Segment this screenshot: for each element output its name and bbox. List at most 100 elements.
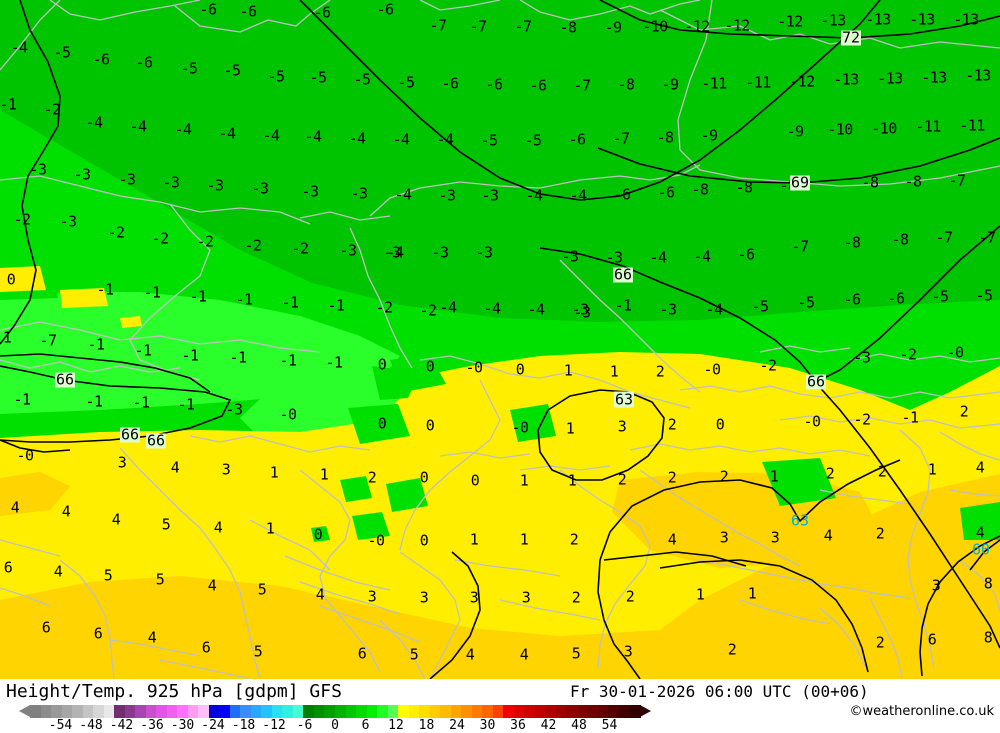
temperature-value-label: 0 [419,468,429,487]
temperature-value-label: 4 [111,510,121,529]
temperature-value-label: -9 [786,122,804,141]
color-swatch [356,705,368,718]
color-swatch [471,705,483,718]
color-swatch [366,705,378,718]
temperature-value-label: -6 [376,0,394,19]
temperature-value-label: -4 [525,186,543,205]
temperature-value-label: -3 [59,212,77,231]
color-scale-tick-label: 36 [510,718,526,733]
weather-map-canvas[interactable]: -6 -6 -6 -6 -7 -7 -7 -8 -9 -10 -12 -12 -12 -13 -13 -13-… [0,0,1000,679]
temperature-value-label: 0 [313,525,323,544]
color-swatch [282,705,294,718]
temperature-value-label: -1 [87,335,105,354]
temperature-value-label: 2 [655,362,665,381]
temperature-value-label: -6 [568,130,586,149]
temperature-value-label: 2 [667,468,677,487]
color-swatch [30,705,42,718]
color-swatch [145,705,157,718]
temperature-value-label: -3 [301,182,319,201]
color-swatch [124,705,136,718]
temperature-value-label: 5 [155,570,165,589]
temperature-value-label: -1 [181,346,199,365]
color-swatch [271,705,283,718]
color-swatch [166,705,178,718]
temperature-value-label: 4 [975,458,985,477]
temperature-value-label: 2 [875,524,885,543]
temperature-value-label: -2 [291,239,309,258]
temperature-value-label: -3 [438,186,456,205]
height-contour-layer [0,0,1000,679]
temperature-value-label: -8 [735,178,753,197]
color-scale-tick-label: -36 [140,718,164,733]
color-swatch [440,705,452,718]
temperature-value-label: -4 [483,299,501,318]
temperature-value-label: 1 [469,530,479,549]
contour-69-diag [299,0,881,201]
height-contour-label: 66 [54,370,76,389]
color-swatch [629,705,641,718]
temperature-value-label: -13 [953,10,979,29]
contour-63-tail [603,551,747,567]
map-graphics-layer [0,0,1000,679]
color-scale-tick-label: 18 [418,718,435,733]
temperature-value-label: 2 [667,415,677,434]
copyright-notice: ©weatheronline.co.uk [849,704,994,719]
temp-small-yellow-islands [0,266,142,328]
temperature-value-label: -8 [904,172,922,191]
temperature-value-label: -3 [73,165,91,184]
temperature-value-label: -11 [915,117,941,136]
contour-60 [919,535,1000,677]
color-scale-tick-label: -54 [48,718,73,733]
temperature-value-label: -2 [853,410,871,429]
temperature-value-label: -1 [235,290,253,309]
temperature-value-label: -4 [569,186,587,205]
temperature-value-label: -7 [948,171,966,190]
color-swatch [618,705,631,718]
color-swatch [429,705,441,718]
temperature-value-label: -2 [196,232,214,251]
temperature-value-label: -4 [693,247,711,266]
temperature-value-label: -1 [96,280,114,299]
color-swatch [534,705,546,718]
temperature-value-label: 5 [253,642,263,661]
temperature-value-label: -4 [85,113,103,132]
temperature-value-label: -4 [174,120,192,139]
temperature-value-label: -6 [313,3,331,22]
temperature-value-label: 1 [609,362,619,381]
color-swatch [419,705,431,718]
temperature-value-label: 0 [715,415,725,434]
color-scale-tick-label: -24 [201,718,225,733]
temperature-value-label: -6 [92,50,110,69]
temperature-value-label: -11 [745,73,771,92]
temperature-value-label: 3 [617,417,627,436]
temperature-value-label: -3 [350,184,368,203]
temperature-value-label: -3 [475,243,493,262]
temperature-value-label: -10 [642,17,668,36]
color-swatch [566,705,578,718]
temperature-value-label: -3 [383,243,401,262]
temperature-value-label: -1 [325,353,343,372]
temperature-value-label: -8 [691,180,709,199]
color-swatch [587,705,599,718]
temperature-value-label: -10 [827,120,853,139]
color-swatch [555,705,567,718]
color-swatch [156,705,168,718]
temperature-value-label: -7 [978,228,996,247]
temperature-value-label: 4 [207,576,217,595]
temperature-value-label: 3 [521,588,531,607]
temperature-value-label: -0 [16,446,34,465]
temperature-value-label: 5 [409,645,419,664]
temperature-value-label: 1 [695,585,705,604]
color-swatch [492,705,504,718]
temperature-value-label: -5 [223,61,241,80]
temperature-value-label: -6 [135,53,153,72]
contour-66-bottomleft [0,439,71,453]
temperature-value-label: 2 [617,470,627,489]
temperature-value-label: -5 [931,287,949,306]
temperature-value-label: -6 [239,2,257,21]
color-scale-tick-label: 6 [361,718,370,733]
height-contour-label: 66 [119,425,141,444]
temperature-value-label: 6 [41,618,51,637]
color-scale-bar[interactable] [19,705,651,718]
temperature-value-label: -1 [13,390,31,409]
